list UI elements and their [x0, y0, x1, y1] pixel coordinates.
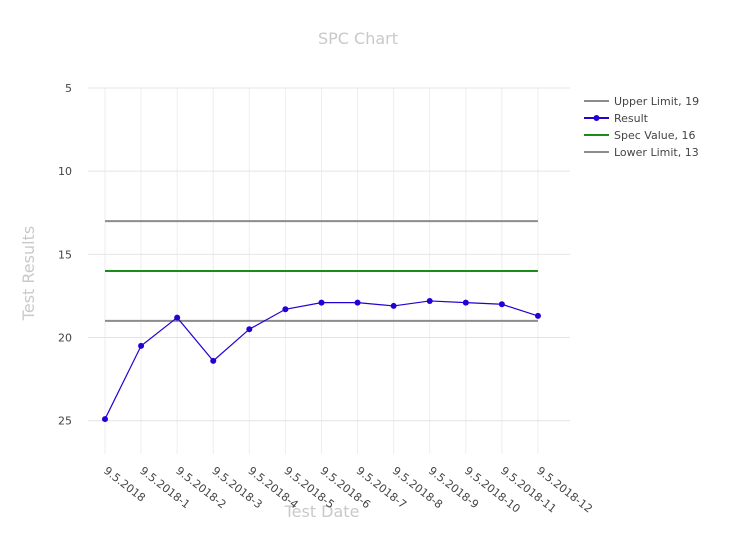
result-point: [498, 301, 505, 308]
legend-label: Spec Value, 16: [614, 129, 695, 142]
result-point: [426, 297, 433, 304]
result-point: [102, 416, 108, 423]
result-point: [318, 299, 325, 306]
result-point: [210, 357, 217, 364]
legend[interactable]: Upper Limit, 19 Result Spec Value, 16 Lower…: [584, 95, 699, 159]
result-point: [174, 314, 181, 321]
legend-item[interactable]: Lower Limit, 13: [584, 146, 699, 159]
legend-marker: [593, 115, 600, 121]
y-tick-label: 10: [58, 165, 72, 178]
y-tick-label: 5: [65, 82, 72, 95]
result-point: [246, 326, 253, 333]
result-point: [462, 299, 469, 306]
y-tick-label: 20: [58, 332, 72, 345]
result-point: [282, 306, 289, 313]
result-point: [354, 299, 361, 306]
legend-label: Upper Limit, 19: [614, 95, 699, 108]
y-tick-label: 15: [58, 248, 72, 261]
plot-series: [102, 220, 541, 423]
chart-title: SPC Chart: [318, 29, 398, 48]
legend-item[interactable]: Spec Value, 16: [584, 129, 695, 142]
y-axis-title: Test Results: [19, 226, 38, 321]
legend-label: Lower Limit, 13: [614, 146, 699, 159]
y-axis: 5 10 15 20 25: [58, 82, 72, 428]
x-axis-title: Test Date: [284, 502, 360, 521]
result-point: [138, 342, 145, 349]
legend-item[interactable]: Upper Limit, 19: [584, 95, 699, 108]
result-point: [534, 312, 541, 319]
legend-item[interactable]: Result: [584, 112, 649, 125]
y-tick-label: 25: [58, 415, 72, 428]
legend-label: Result: [614, 112, 649, 125]
result-point: [390, 302, 397, 309]
